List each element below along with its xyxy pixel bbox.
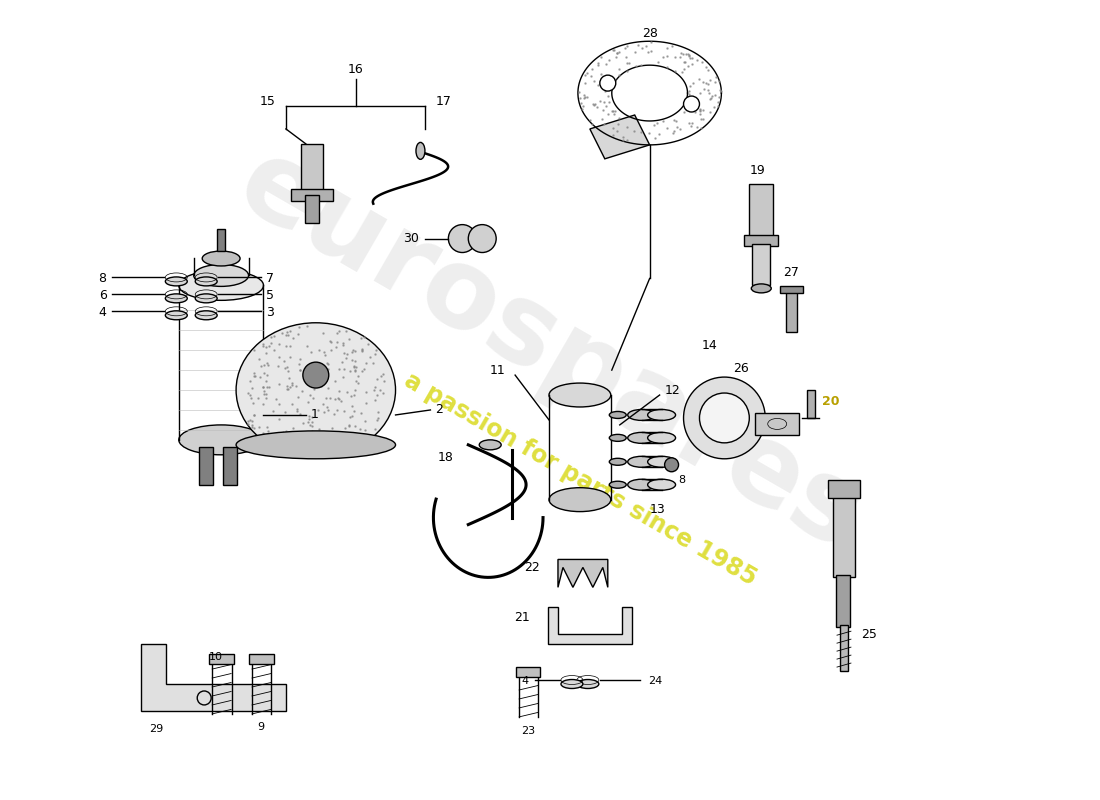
Text: 27: 27 (783, 266, 799, 279)
Ellipse shape (194, 265, 249, 286)
Bar (290, 189, 333, 201)
Circle shape (683, 96, 700, 112)
Text: 11: 11 (490, 364, 505, 377)
Text: 16: 16 (348, 62, 364, 76)
Ellipse shape (648, 479, 675, 490)
Text: 19: 19 (749, 164, 766, 178)
Ellipse shape (628, 479, 656, 490)
Text: 5: 5 (266, 289, 274, 302)
Circle shape (469, 225, 496, 253)
Text: eurospares: eurospares (219, 128, 881, 572)
Text: 23: 23 (521, 726, 535, 736)
Ellipse shape (648, 410, 675, 421)
Circle shape (664, 458, 679, 472)
Ellipse shape (195, 294, 217, 303)
Ellipse shape (576, 679, 598, 689)
Ellipse shape (179, 425, 264, 455)
Bar (745, 234, 778, 246)
Ellipse shape (700, 393, 749, 443)
Ellipse shape (195, 311, 217, 320)
Text: 9: 9 (257, 722, 265, 732)
Text: a passion for parts since 1985: a passion for parts since 1985 (399, 369, 760, 590)
Polygon shape (558, 559, 608, 587)
Polygon shape (142, 644, 286, 711)
Text: 13: 13 (650, 503, 666, 516)
Ellipse shape (609, 434, 626, 442)
Ellipse shape (609, 458, 626, 466)
Text: 20: 20 (823, 395, 839, 409)
Text: 7: 7 (266, 272, 274, 285)
Ellipse shape (480, 440, 502, 450)
Bar (833, 496, 855, 578)
Text: 4: 4 (99, 306, 107, 319)
Text: 24: 24 (648, 676, 662, 686)
Ellipse shape (202, 251, 240, 266)
Bar (828, 480, 860, 498)
Ellipse shape (628, 410, 656, 421)
Ellipse shape (628, 432, 656, 443)
Polygon shape (590, 115, 650, 159)
Ellipse shape (683, 377, 766, 458)
Text: 2: 2 (436, 403, 443, 417)
Text: 30: 30 (403, 232, 418, 245)
Ellipse shape (609, 482, 626, 488)
Ellipse shape (165, 311, 187, 320)
Bar (223, 447, 238, 485)
Ellipse shape (165, 277, 187, 286)
Text: 22: 22 (525, 561, 540, 574)
Bar (786, 290, 798, 332)
Text: 1: 1 (311, 409, 319, 422)
Text: 8: 8 (678, 474, 685, 485)
Text: 12: 12 (664, 383, 681, 397)
Text: 4: 4 (521, 676, 528, 686)
Circle shape (449, 225, 476, 253)
Bar (756, 413, 799, 435)
Ellipse shape (179, 270, 264, 300)
Text: 15: 15 (260, 94, 276, 107)
Text: 10: 10 (209, 652, 223, 662)
Bar (301, 144, 322, 196)
Bar (749, 184, 773, 238)
Bar (807, 390, 815, 418)
Ellipse shape (561, 679, 583, 689)
Text: 26: 26 (734, 362, 749, 374)
Text: 18: 18 (438, 451, 453, 464)
Text: 6: 6 (99, 289, 107, 302)
Text: 3: 3 (266, 306, 274, 319)
Ellipse shape (195, 277, 217, 286)
Bar (840, 626, 848, 671)
Ellipse shape (549, 488, 610, 512)
Ellipse shape (648, 432, 675, 443)
Ellipse shape (751, 284, 771, 293)
Ellipse shape (628, 456, 656, 467)
Bar (752, 243, 770, 286)
Bar (199, 447, 213, 485)
Ellipse shape (609, 411, 626, 418)
Bar (516, 667, 540, 677)
Ellipse shape (236, 322, 396, 458)
Text: 8: 8 (99, 272, 107, 285)
Text: 28: 28 (641, 26, 658, 40)
Bar (836, 575, 850, 627)
Bar (780, 286, 803, 294)
Bar (249, 654, 274, 664)
Ellipse shape (648, 456, 675, 467)
Polygon shape (548, 607, 631, 644)
Ellipse shape (416, 142, 425, 159)
Text: 25: 25 (861, 628, 877, 641)
Ellipse shape (165, 294, 187, 303)
Ellipse shape (549, 383, 610, 407)
Text: 17: 17 (436, 94, 451, 107)
Bar (305, 194, 319, 222)
Bar (217, 229, 226, 250)
Circle shape (600, 75, 616, 91)
Text: 21: 21 (515, 610, 530, 624)
Ellipse shape (236, 431, 396, 458)
Circle shape (302, 362, 329, 388)
Bar (209, 654, 234, 664)
Text: 29: 29 (150, 724, 164, 734)
Text: 14: 14 (702, 338, 717, 352)
